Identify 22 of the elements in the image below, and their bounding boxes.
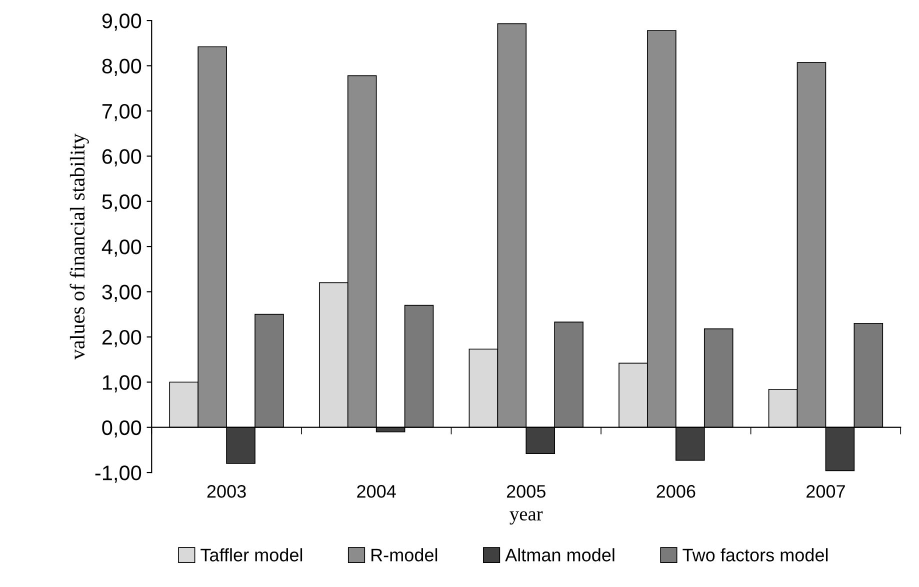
y-tick-label: 2,00	[102, 330, 142, 348]
y-tick-label: 6,00	[102, 149, 142, 166]
x-tick-label: 2007	[806, 485, 845, 498]
y-tick-label: 3,00	[102, 284, 142, 302]
y-tick-label: 9,00	[102, 14, 142, 31]
legend-label: R-model	[372, 548, 438, 562]
x-tick-label: 2004	[357, 485, 396, 498]
y-tick-label: 0,00	[102, 420, 142, 438]
y-axis-title: values of financial stability	[70, 134, 89, 360]
y-tick-label: 1,00	[102, 375, 142, 392]
x-tick-label: 2003	[207, 485, 246, 498]
y-tick-label: -1,00	[95, 466, 142, 483]
y-tick-label: 8,00	[102, 58, 142, 76]
x-tick-label: 2005	[506, 485, 546, 498]
y-tick-label: 7,00	[102, 104, 142, 122]
y-tick-label: 4,00	[102, 240, 142, 257]
x-tick-label: 2006	[656, 485, 696, 498]
y-tick-label: 5,00	[102, 194, 142, 212]
x-axis-title: year	[510, 511, 543, 525]
legend-label: Two factors model	[682, 548, 828, 562]
legend-label: Altman model	[505, 548, 614, 562]
legend-label: Taffler model	[200, 548, 302, 562]
